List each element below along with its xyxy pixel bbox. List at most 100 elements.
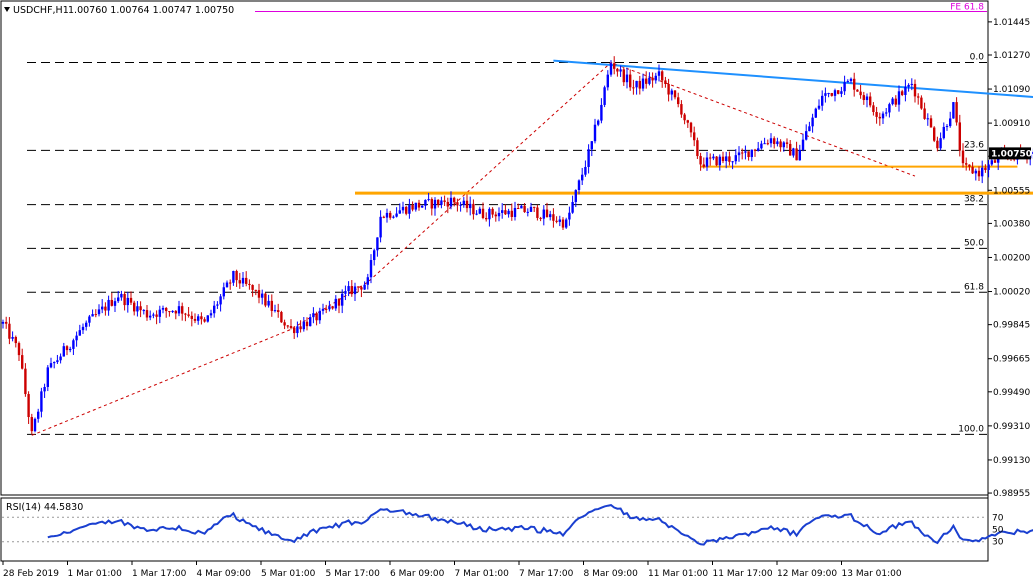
symbol-label: USDCHF,H1 (13, 5, 69, 16)
candle-body (558, 219, 561, 222)
candle-body (923, 108, 926, 119)
y-tick-label: 1.01445 (993, 18, 1030, 28)
candle-body (824, 93, 827, 96)
candle-body (878, 116, 881, 119)
candle-body (757, 148, 760, 151)
candle-body (865, 96, 869, 101)
candle-body (833, 90, 837, 96)
candle-body (939, 138, 942, 149)
candle-body (472, 203, 475, 215)
candle-body (801, 139, 805, 150)
candle-body (21, 355, 24, 369)
candle-body (725, 156, 728, 162)
candle-body (363, 284, 366, 290)
candle-body (769, 138, 773, 144)
candle-body (782, 142, 785, 148)
candle-body (920, 97, 923, 109)
x-tick-label: 1 Mar 17:00 (132, 569, 187, 579)
candle-body (699, 156, 702, 165)
candle-body (869, 96, 872, 106)
candle-body (654, 75, 657, 81)
candle-body (955, 102, 958, 123)
fib-level-label: 61.8 (964, 282, 984, 292)
rsi-indicator: 70 50 30 (2, 504, 1033, 548)
candle-body (664, 80, 667, 84)
candle-body (549, 214, 552, 218)
rsi-header-label: RSI(14) 44.5830 (6, 502, 83, 513)
candle-body (248, 283, 251, 285)
candle-body (424, 199, 427, 206)
candle-body (142, 310, 145, 312)
candle-body (104, 306, 107, 311)
candle-body (808, 126, 811, 132)
candle-body (46, 367, 49, 387)
candle-body (949, 118, 952, 127)
candle-body (72, 340, 75, 349)
candle-body (235, 270, 238, 281)
x-tick-label: 5 Mar 17:00 (326, 569, 381, 579)
y-tick-label: 1.00380 (993, 219, 1030, 229)
candle-body (933, 127, 936, 141)
candle-body (171, 310, 174, 313)
candle-body (11, 337, 14, 339)
candle-body (318, 310, 321, 321)
candle-body (862, 95, 865, 101)
candle-body (411, 205, 414, 210)
x-tick-label: 13 Mar 01:00 (842, 569, 902, 579)
candle-body (526, 211, 529, 213)
candle-body (744, 151, 747, 153)
candle-body (587, 149, 590, 167)
rsi-axis-label: 30 (992, 538, 1004, 548)
candle-body (712, 156, 715, 159)
candle-body (209, 313, 213, 316)
candle-body (225, 282, 229, 288)
candle-body (280, 312, 283, 323)
candle-body (187, 314, 190, 316)
candle-body (968, 164, 971, 167)
x-tick-label: 5 Mar 01:00 (261, 569, 316, 579)
candle-body (344, 291, 347, 294)
candle-body (747, 151, 750, 158)
candle-body (625, 74, 629, 83)
candle-body (619, 69, 622, 72)
candle-body (603, 87, 606, 105)
candle-body (981, 167, 984, 177)
candle-body (65, 346, 69, 351)
candle-body (872, 105, 875, 113)
fib-level-label: 38.2 (964, 195, 984, 205)
candle-body (661, 71, 664, 81)
candle-body (401, 206, 405, 211)
candle-body (181, 306, 184, 314)
candle-body (542, 209, 545, 219)
candle-body (120, 293, 123, 298)
candle-body (286, 325, 289, 327)
candle-body (961, 150, 965, 164)
candle-body (715, 156, 718, 166)
x-tick-label: 8 Mar 09:00 (584, 569, 639, 579)
candle-body (651, 77, 654, 81)
candle-body (126, 297, 129, 306)
candle-body (856, 89, 859, 92)
candle-body (94, 314, 97, 316)
y-tick-label: 1.00020 (993, 288, 1030, 298)
candle-body (379, 216, 382, 238)
candle-body (200, 316, 203, 320)
candle-body (81, 326, 85, 331)
candle-body (273, 310, 277, 312)
candle-body (670, 90, 673, 95)
y-tick-label: 0.99665 (993, 355, 1030, 365)
triangle-down-icon[interactable] (4, 7, 10, 12)
candle-body (510, 210, 513, 217)
candle-body (680, 104, 683, 115)
candle-body (667, 83, 670, 95)
candle-body (305, 321, 309, 327)
candle-body (53, 362, 56, 364)
candle-body (577, 180, 581, 191)
candle-body (609, 63, 613, 75)
current-price-label: 1.00750 (991, 149, 1032, 159)
candle-body (261, 293, 264, 298)
candle-body (507, 210, 510, 215)
candle-body (481, 208, 485, 218)
